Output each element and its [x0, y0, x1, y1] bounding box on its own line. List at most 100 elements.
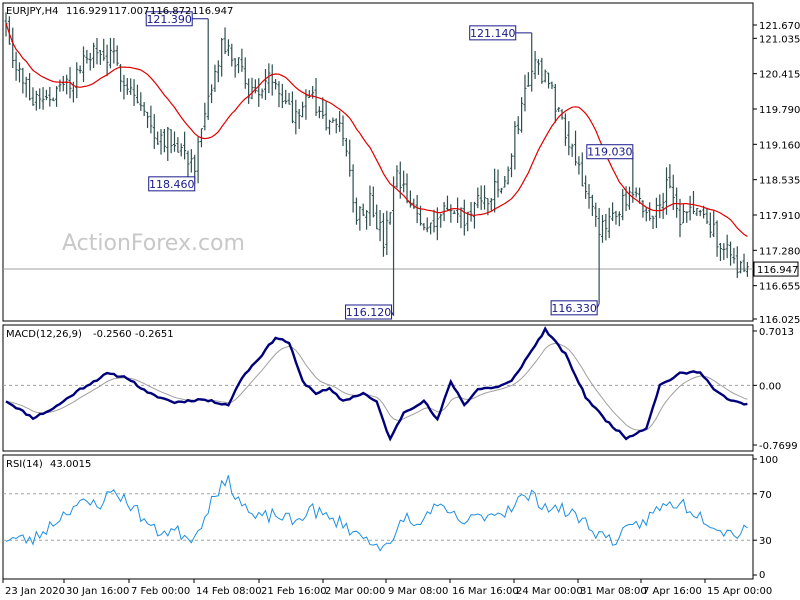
price-bar — [540, 57, 544, 84]
price-bar — [627, 186, 631, 210]
price-bar — [604, 213, 608, 241]
price-bar — [274, 79, 278, 90]
price-bar — [678, 198, 682, 238]
price-bar — [358, 206, 362, 231]
price-bar — [520, 97, 524, 133]
ohlc-close-value: 116.947 — [192, 6, 233, 17]
price-bar — [135, 84, 139, 104]
last-price-box — [753, 261, 799, 277]
price-annotation: 119.030 — [586, 144, 634, 160]
price-tick-label: 116.655 — [759, 282, 800, 293]
last-price-tag: 116.947 — [753, 261, 799, 277]
price-bar — [183, 131, 187, 160]
price-bar — [729, 241, 733, 266]
macd-pane: 0.7013 0.00 -0.7699 MACD(12,26,9) -0.2560 … — [2, 324, 798, 452]
price-bar — [600, 214, 604, 243]
price-bar — [115, 45, 119, 66]
price-bar — [456, 197, 460, 223]
price-bar — [85, 49, 89, 64]
macd-readout-value: -0.2560 — [93, 329, 132, 340]
price-annotations: 121.390 118.460 116.120 121.140 119.030 116.3… — [145, 11, 634, 320]
price-bar — [75, 62, 79, 99]
price-bar — [149, 105, 153, 134]
rsi-level-lines — [3, 493, 753, 541]
price-bar — [371, 186, 375, 218]
time-tick-label: 14 Feb 08:00 — [196, 586, 262, 597]
price-tick: 116.655 — [753, 282, 800, 293]
macd-pane-frame — [2, 324, 754, 452]
rsi-tick: 70 — [753, 490, 772, 501]
price-bar — [98, 49, 102, 65]
price-bar — [230, 43, 234, 67]
price-bar — [388, 212, 392, 225]
price-bar — [503, 175, 507, 188]
price-bar — [78, 65, 82, 74]
price-bar — [422, 222, 426, 231]
price-bar — [439, 213, 443, 228]
price-bar — [587, 184, 591, 209]
macd-tick-label: -0.7699 — [759, 441, 798, 452]
price-bar — [567, 121, 571, 156]
time-tick: 16 Mar 16:00 — [449, 579, 519, 597]
price-bar — [739, 260, 743, 274]
price-bar — [34, 90, 38, 111]
rsi-line — [5, 475, 748, 552]
time-tick: 7 Feb 00:00 — [128, 579, 190, 597]
price-tick-label: 120.415 — [759, 70, 800, 81]
price-bar — [125, 78, 129, 95]
price-bar — [247, 78, 251, 104]
price-annotation: 121.390 — [145, 11, 209, 27]
price-bar — [469, 201, 473, 222]
price-bar — [216, 60, 220, 83]
price-bar — [162, 128, 166, 153]
price-bar — [644, 207, 648, 222]
time-tick: 2 Mar 00:00 — [322, 579, 385, 597]
price-bar — [580, 152, 584, 187]
price-bar — [213, 64, 217, 92]
macd-line — [5, 326, 748, 442]
price-bar — [513, 121, 517, 170]
price-bar — [223, 27, 227, 55]
price-tick: 119.160 — [753, 140, 800, 151]
price-bar — [712, 210, 716, 238]
price-bar — [108, 37, 112, 69]
macd-tick: 0.7013 — [753, 327, 794, 338]
price-bar — [405, 173, 409, 204]
rsi-indicator-label: RSI(14) — [6, 459, 43, 470]
price-bar — [412, 198, 416, 209]
price-bar — [24, 76, 28, 98]
price-bar — [95, 38, 99, 65]
time-tick-label: 7 Feb 00:00 — [131, 586, 190, 597]
price-bar — [189, 149, 193, 173]
price-bar — [425, 217, 429, 233]
price-annotation-label: 116.330 — [551, 302, 597, 315]
price-bar — [294, 99, 298, 135]
price-bar — [61, 75, 65, 92]
price-bar — [415, 195, 419, 224]
price-bar — [735, 246, 739, 279]
price-tick-label: 121.670 — [759, 21, 800, 32]
price-bar — [516, 116, 520, 135]
price-bar — [698, 209, 702, 217]
price-bar — [122, 74, 126, 100]
price-bar — [344, 137, 348, 157]
price-annotation: 116.120 — [345, 304, 394, 320]
price-bar — [432, 209, 436, 233]
price-tick-label: 117.910 — [759, 211, 800, 222]
price-bar — [139, 92, 143, 111]
macd-signal-readout-value: -0.2651 — [135, 329, 174, 340]
price-bar — [287, 92, 291, 105]
price-bar — [368, 185, 372, 226]
price-bar — [146, 111, 150, 129]
price-bar — [257, 78, 261, 107]
price-annotation: 116.330 — [550, 300, 600, 316]
time-tick-label: 24 Mar 00:00 — [516, 586, 583, 597]
price-bar — [102, 38, 106, 61]
price-tick: 116.025 — [753, 315, 800, 326]
price-bar — [550, 81, 554, 90]
price-bar — [526, 72, 530, 87]
moving-average-line — [5, 23, 748, 238]
price-bar — [206, 18, 210, 120]
price-bar — [708, 212, 712, 238]
price-bar — [385, 210, 389, 256]
